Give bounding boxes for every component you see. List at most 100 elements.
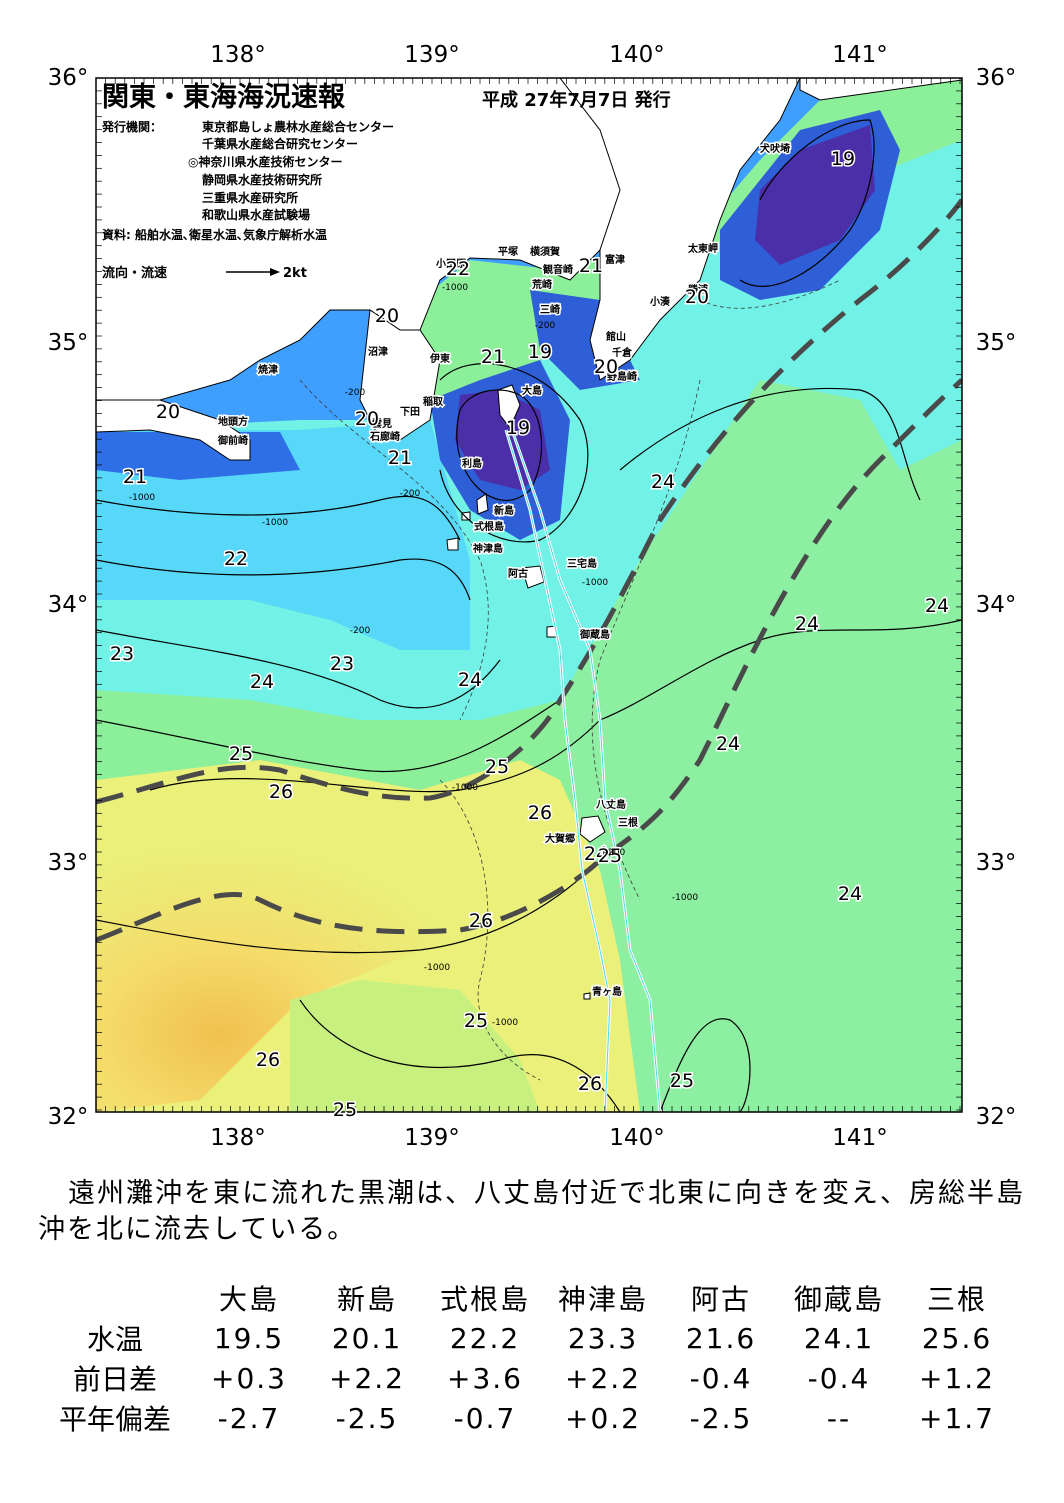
isotherm-label: 24 <box>651 471 675 493</box>
table-cell: +3.6 <box>447 1361 523 1395</box>
hachijojima-island <box>579 815 606 843</box>
place-name: 神津島 <box>473 542 503 555</box>
table-cell: -0.4 <box>689 1361 753 1395</box>
longitude-label-top: 138° <box>210 42 265 68</box>
isotherm-label: 21 <box>579 255 603 277</box>
table-cell: +0.3 <box>211 1361 287 1395</box>
longitude-label-top: 141° <box>832 42 887 68</box>
isotherm-label: 22 <box>446 258 470 280</box>
isotherm-label: 25 <box>464 1010 488 1032</box>
place-name: 稲取 <box>423 395 444 408</box>
isotherm-label: 21 <box>123 466 147 488</box>
longitude-label-bottom: 138° <box>210 1125 265 1151</box>
column-header: 式根島 <box>439 1283 530 1316</box>
izu-peninsula <box>359 309 441 441</box>
data-sources: 資料: 船舶水温､衛星水温､気象庁解析水温 <box>102 227 327 242</box>
isotherm-label: 19 <box>506 417 530 439</box>
isotherm-label: 20 <box>156 401 180 423</box>
table-cell: +1.7 <box>919 1401 995 1435</box>
table-corner <box>40 1278 190 1318</box>
place-name: 横須賀 <box>530 245 560 258</box>
ocean-warm-pool <box>96 760 590 1112</box>
summary-caption: 遠州灘沖を東に流れた黒潮は、八丈島付近で北東に向きを変え、房総半島沖を北に流去し… <box>38 1176 1028 1248</box>
depth-label: -1000 <box>442 283 468 293</box>
sea-temperature-map: 関東・東海海況速報 平成 27年7月7日 発行 発行機関： 東京都島しょ農林水産… <box>48 42 1017 1151</box>
column-header: 御蔵島 <box>793 1283 884 1316</box>
table-cell: +0.2 <box>565 1401 641 1435</box>
isotherm-label: 23 <box>110 643 134 665</box>
place-name: 八丈島 <box>595 798 626 811</box>
table-cell: +2.2 <box>565 1361 641 1395</box>
kuroshio-axis-outer <box>96 378 962 943</box>
depth-label: -200 <box>535 321 556 331</box>
depth-label: -200 <box>605 848 626 858</box>
place-name: 小湊 <box>649 295 671 308</box>
agency-name: 静岡県水産技術研究所 <box>202 172 322 187</box>
isotherm-contours <box>96 119 962 1112</box>
place-name: 焼津 <box>258 363 278 376</box>
agency-name: 千葉県水産総合研究センター <box>202 136 358 151</box>
depth-label: -1000 <box>452 783 478 793</box>
place-name: 大賀郷 <box>545 832 575 845</box>
latitude-label-left: 33° <box>48 850 89 876</box>
place-name: 式根島 <box>474 520 504 533</box>
land <box>96 78 962 1000</box>
oshima-island <box>497 384 521 429</box>
depth-label: -1000 <box>262 518 288 528</box>
map-axes: 138° 138° 139° 139° 140° 140° 141° 141° 36° 36° 35… <box>48 42 1017 1151</box>
current-legend-label: 流向・流速 <box>102 265 167 281</box>
ocean-cold-core-boso <box>755 125 875 265</box>
table-cell: -2.5 <box>335 1401 399 1435</box>
ship-track-temperature <box>505 429 661 1112</box>
place-name: 富津 <box>605 253 625 266</box>
shikinejima-island <box>461 511 471 521</box>
isotherm-label: 25 <box>485 756 509 778</box>
map-title: 関東・東海海況速報 <box>102 82 346 113</box>
place-name: 千倉 <box>612 346 633 359</box>
table-cell: 21.6 <box>685 1321 757 1355</box>
table-cell: +2.2 <box>329 1361 405 1395</box>
place-name: 野島崎 <box>607 370 637 383</box>
table-cell: 24.1 <box>803 1321 875 1355</box>
isotherm-label: 26 <box>256 1049 280 1071</box>
place-name: 小田原 <box>435 257 466 270</box>
table-cell: -2.7 <box>217 1401 281 1435</box>
longitude-label-bottom: 140° <box>609 1125 664 1151</box>
depth-label: -1000 <box>582 578 608 588</box>
depth-label: -1000 <box>129 493 155 503</box>
isotherm-label: 21 <box>388 447 412 469</box>
place-name: 新島 <box>494 504 514 517</box>
ocean-green-east <box>560 380 962 1112</box>
table-row: 前日差 +0.3 +2.2 +3.6 +2.2 -0.4 -0.4 +1.2 <box>40 1358 1016 1398</box>
isotherm-label: 24 <box>716 733 740 755</box>
isotherm-label: 25 <box>670 1070 694 1092</box>
column-header: 大島 <box>218 1283 279 1316</box>
place-name: 沼津 <box>368 345 388 358</box>
isotherm-label: 23 <box>330 653 354 675</box>
depth-contours <box>299 279 841 1081</box>
place-name: 観音崎 <box>543 263 573 276</box>
current-scale-arrowhead <box>270 268 280 276</box>
table-cell: -- <box>826 1401 852 1435</box>
place-name: 勝浦 <box>688 283 708 296</box>
depth-labels: -200 -200 -200 -200 -200 -1000 -1000 -1000 -1000… <box>129 283 698 1028</box>
table-cell: 19.5 <box>213 1321 285 1355</box>
island-temperature-table: 大島 新島 式根島 神津島 阿古 御蔵島 三根 水温 19.5 20.1 22.… <box>40 1278 1016 1438</box>
omaezaki-coast <box>96 399 251 461</box>
niijima-island <box>476 493 489 515</box>
isotherm-label: 25 <box>333 1099 357 1121</box>
isotherm-label: 20 <box>375 305 399 327</box>
column-header: 新島 <box>336 1283 397 1316</box>
isotherm-label: 26 <box>269 781 293 803</box>
kuroshio-axis-inner <box>96 198 962 805</box>
isotherm-label: 26 <box>528 802 552 824</box>
longitude-label-top: 140° <box>609 42 664 68</box>
place-name: 大島 <box>522 384 542 397</box>
isotherm-label: 26 <box>469 910 493 932</box>
table-header-row: 大島 新島 式根島 神津島 阿古 御蔵島 三根 <box>40 1278 1016 1318</box>
isotherm-label: 26 <box>578 1073 602 1095</box>
place-name: 三崎 <box>540 303 560 316</box>
isotherm-label: 22 <box>224 548 248 570</box>
place-name: 伊東 <box>429 352 450 365</box>
